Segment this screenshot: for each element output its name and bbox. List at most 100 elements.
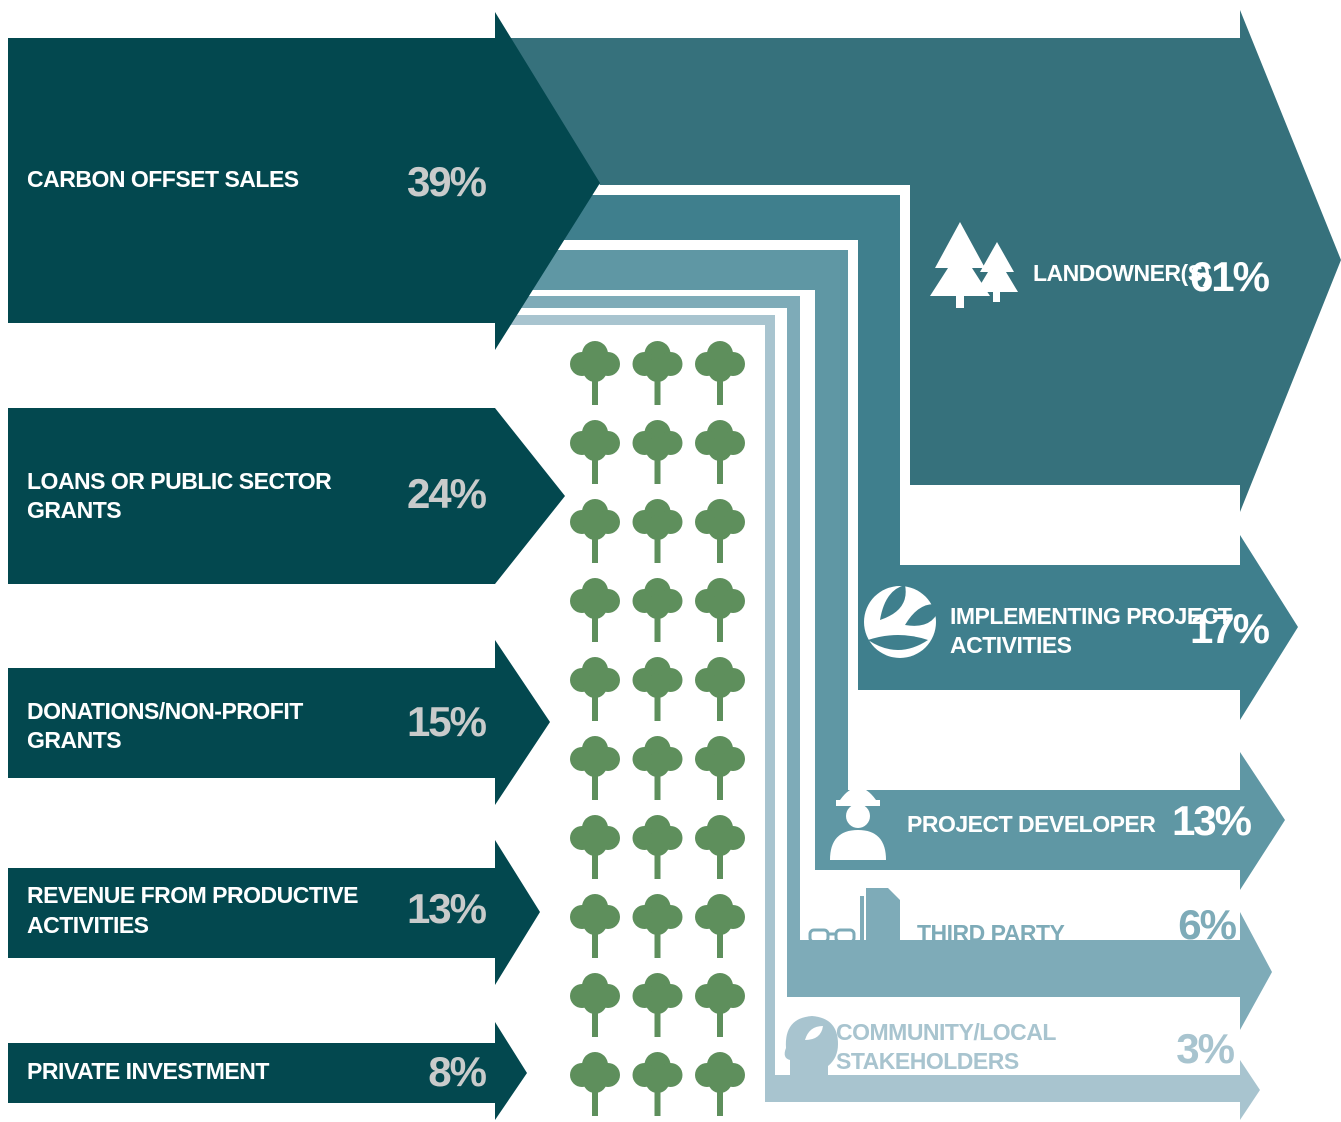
tree-icon — [695, 499, 745, 563]
tree-part — [717, 762, 723, 800]
pine-icon — [930, 222, 1018, 308]
tree-part — [645, 674, 670, 698]
tree-part — [654, 841, 661, 879]
tree-icon — [632, 657, 683, 721]
source-share: 8% — [428, 1048, 486, 1095]
tree-part — [645, 911, 670, 935]
tree-icon — [695, 341, 745, 405]
tree-part — [583, 990, 607, 1014]
tree-part — [654, 1078, 661, 1116]
tree-icon — [695, 657, 745, 721]
tree-icon — [570, 499, 620, 563]
tree-part — [645, 358, 670, 382]
tree-part — [592, 367, 598, 405]
tree-icon — [632, 341, 683, 405]
document-icon — [860, 888, 900, 952]
recipient-label: THIRD PARTY — [917, 920, 1065, 946]
tree-part — [708, 1069, 732, 1093]
recipient-label: IMPLEMENTING PROJECT — [950, 603, 1232, 629]
tree-part — [717, 920, 723, 958]
tree-part — [708, 516, 732, 540]
recipient-share: 6% — [1178, 901, 1236, 948]
tree-grid — [570, 341, 745, 1116]
tree-part — [654, 525, 661, 563]
tree-part — [708, 595, 732, 619]
tree-part — [708, 358, 732, 382]
recipient-share: 13% — [1172, 797, 1252, 844]
tree-part — [654, 762, 661, 800]
tree-part — [654, 920, 661, 958]
tree-icon — [570, 578, 620, 642]
tree-part — [717, 446, 723, 484]
tree-part — [717, 604, 723, 642]
tree-icon — [695, 736, 745, 800]
tree-icon — [632, 815, 683, 879]
tree-icon — [632, 736, 683, 800]
tree-part — [592, 841, 598, 879]
recipient-label: ACTIVITIES — [950, 632, 1072, 658]
tree-part — [645, 832, 670, 856]
source-label: REVENUE FROM PRODUCTIVE — [27, 882, 358, 908]
tree-part — [583, 595, 607, 619]
tree-part — [583, 832, 607, 856]
tree-part — [645, 1069, 670, 1093]
source-share: 24% — [407, 470, 487, 517]
source-label: CARBON OFFSET SALES — [27, 166, 299, 192]
tree-part — [645, 990, 670, 1014]
recipient-share: 61% — [1190, 253, 1270, 300]
tree-part — [592, 683, 598, 721]
tree-part — [708, 674, 732, 698]
tree-part — [717, 841, 723, 879]
tree-icon — [570, 973, 620, 1037]
source-share: 39% — [407, 158, 487, 205]
tree-icon — [695, 973, 745, 1037]
tree-part — [583, 674, 607, 698]
tree-part — [654, 367, 661, 405]
source-share: 15% — [407, 698, 487, 745]
tree-part — [708, 437, 732, 461]
tree-part — [717, 683, 723, 721]
worker-icon — [830, 787, 886, 860]
flow-third-party — [515, 296, 1272, 1030]
tree-part — [717, 1078, 723, 1116]
tree-part — [592, 762, 598, 800]
source-arrow — [8, 640, 550, 805]
tree-icon — [632, 973, 683, 1037]
flow-landowner — [505, 10, 1341, 512]
tree-part — [592, 525, 598, 563]
source-arrow — [8, 1022, 527, 1120]
tree-icon — [695, 578, 745, 642]
tree-icon — [695, 420, 745, 484]
tree-icon — [570, 1052, 620, 1116]
flow-implementing — [548, 195, 1298, 720]
recipient-label: PROJECT DEVELOPER — [907, 811, 1156, 837]
tree-part — [708, 753, 732, 777]
tree-part — [592, 1078, 598, 1116]
flow-developer — [522, 250, 1285, 890]
tree-part — [717, 525, 723, 563]
source-label: DONATIONS/NON-PROFIT — [27, 698, 303, 724]
tree-icon — [695, 815, 745, 879]
hand-leaf-icon — [864, 585, 940, 658]
recipient-share: 17% — [1190, 605, 1270, 652]
source-share: 13% — [407, 885, 487, 932]
tree-part — [645, 437, 670, 461]
tree-part — [654, 446, 661, 484]
tree-icon — [570, 341, 620, 405]
tree-part — [592, 920, 598, 958]
tree-icon — [695, 1052, 745, 1116]
tree-part — [592, 446, 598, 484]
tree-part — [592, 604, 598, 642]
glasses-icon — [808, 928, 856, 944]
tree-part — [708, 911, 732, 935]
tree-part — [583, 358, 607, 382]
tree-icon — [632, 499, 683, 563]
tree-part — [654, 999, 661, 1037]
source-label: ACTIVITIES — [27, 912, 149, 938]
source-label: PRIVATE INVESTMENT — [27, 1058, 269, 1084]
tree-part — [583, 911, 607, 935]
tree-icon — [570, 736, 620, 800]
recipient-label: COMMUNITY/LOCAL — [836, 1019, 1056, 1045]
tree-icon — [632, 894, 683, 958]
